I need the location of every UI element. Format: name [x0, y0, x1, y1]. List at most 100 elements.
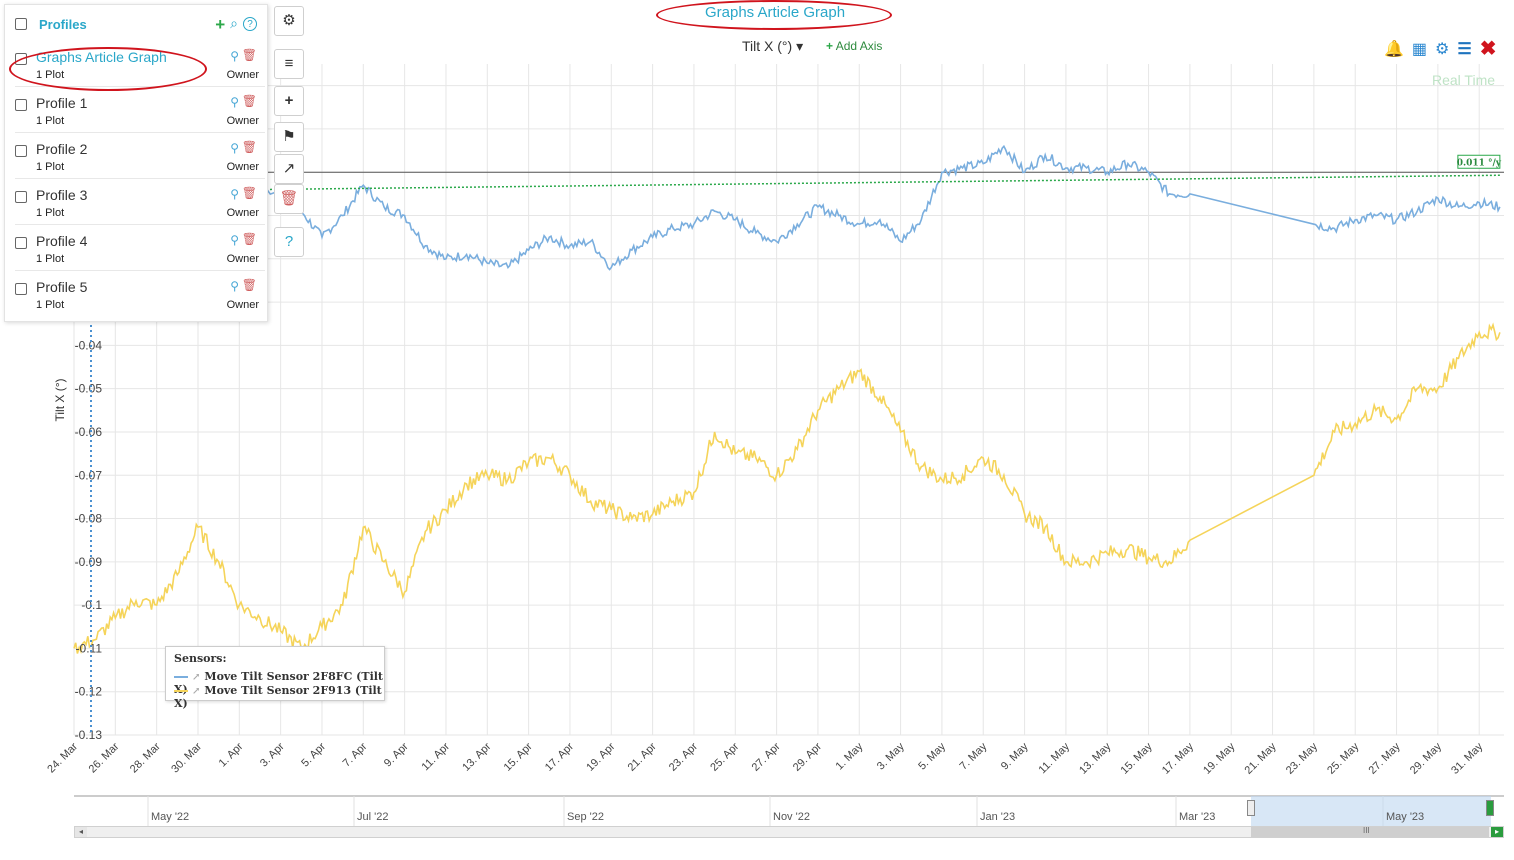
flag-icon: ⚑: [282, 128, 296, 145]
x-tick-label: 27. Apr: [750, 740, 783, 773]
table-icon[interactable]: ▦: [1411, 40, 1428, 58]
trash-icon[interactable]: 🗑: [241, 278, 257, 292]
chart-toolbar: 🔔 ▦ ⚙ ☰ ✖: [1384, 36, 1497, 61]
trash-icon[interactable]: 🗑: [241, 186, 257, 200]
search-icon[interactable]: ⌕: [230, 15, 238, 31]
profile-checkbox[interactable]: [15, 145, 27, 157]
profile-checkbox[interactable]: [15, 99, 27, 111]
zoom-icon: ≡: [284, 55, 294, 72]
profile-row[interactable]: Profile 4 1 Plot ⚲ 🗑 Owner: [15, 227, 265, 271]
x-tick-label: 31. May: [1449, 740, 1486, 777]
y-tick-label: -0.06: [75, 425, 103, 439]
flag-button[interactable]: ⚑: [274, 122, 304, 152]
share-users-icon[interactable]: ⚲: [230, 233, 239, 247]
trash-icon[interactable]: 🗑: [241, 140, 257, 154]
scroll-right-arrow[interactable]: ▸: [1491, 827, 1503, 837]
legend-title: Sensors:: [174, 652, 227, 665]
scroll-thumb[interactable]: III: [1251, 826, 1489, 837]
gear-icon[interactable]: ⚙: [1435, 40, 1450, 58]
trash-icon: 🗑: [279, 190, 299, 207]
navigator-scrollbar[interactable]: ◂ III ▸: [74, 826, 1504, 838]
x-tick-label: 17. Apr: [543, 740, 576, 773]
bell-icon[interactable]: 🔔: [1384, 40, 1404, 58]
y-tick-label: -0.11: [76, 641, 103, 655]
profile-row[interactable]: Profile 1 1 Plot ⚲ 🗑 Owner: [15, 89, 265, 133]
x-axis-ticks: 24. Mar 26. Mar 28. Mar 30. Mar 1. Apr 3. Apr…: [45, 740, 1485, 777]
legend-item[interactable]: ↗Move Tilt Sensor 2F8FC (Tilt X): [174, 670, 384, 696]
add-axis-button[interactable]: + Add Axis: [826, 39, 882, 53]
profile-checkbox[interactable]: [15, 237, 27, 249]
trend-icon: ↗: [282, 160, 296, 177]
x-tick-label: 11. May: [1036, 740, 1072, 776]
share-users-icon[interactable]: ⚲: [230, 49, 239, 63]
profiles-header-icons: + ⌕ ?: [215, 15, 257, 35]
navigator-right-handle[interactable]: [1486, 800, 1494, 816]
x-tick-label: 23. May: [1284, 740, 1321, 777]
profile-role: Owner: [226, 69, 259, 81]
trash-icon[interactable]: 🗑: [241, 48, 257, 62]
navigator-label: Jul '22: [357, 811, 389, 823]
profiles-panel: Profiles + ⌕ ? Graphs Article Graph 1 Pl…: [4, 4, 268, 322]
x-tick-label: 11. Apr: [420, 740, 453, 773]
share-users-icon[interactable]: ⚲: [230, 95, 239, 109]
y-tick-label: -0.12: [75, 685, 103, 699]
help-button[interactable]: ?: [274, 227, 304, 257]
x-tick-label: 24. Mar: [45, 740, 80, 775]
profile-plot-count: 1 Plot: [36, 299, 65, 311]
x-tick-label: 26. Mar: [87, 740, 122, 775]
share-users-icon[interactable]: ⚲: [230, 187, 239, 201]
chart-series: 0.011 °/y: [73, 144, 1502, 654]
profile-row[interactable]: Profile 5 1 Plot ⚲ 🗑 Owner: [15, 273, 265, 317]
delete-button[interactable]: 🗑: [274, 184, 304, 214]
profile-checkbox[interactable]: [15, 283, 27, 295]
x-tick-label: 28. Mar: [128, 740, 163, 775]
trend-label: 0.011 °/y: [1457, 158, 1502, 168]
profile-checkbox[interactable]: [15, 191, 27, 203]
trash-icon[interactable]: 🗑: [241, 232, 257, 246]
profile-role: Owner: [226, 299, 259, 311]
trash-icon[interactable]: 🗑: [241, 94, 257, 108]
profile-row[interactable]: Profile 2 1 Plot ⚲ 🗑 Owner: [15, 135, 265, 179]
x-tick-label: 9. May: [999, 740, 1031, 772]
navigator-label: Sep '22: [567, 811, 604, 823]
settings-button[interactable]: ⚙: [274, 6, 304, 36]
help-icon[interactable]: ?: [243, 17, 257, 31]
x-tick-label: 5. May: [916, 740, 948, 772]
navigator-label: May '22: [151, 811, 190, 823]
line-chart-icon: ↗: [192, 672, 201, 683]
profile-name[interactable]: Profile 5: [36, 279, 88, 295]
series-line-2: [73, 322, 1501, 654]
profile-name[interactable]: Profile 2: [36, 141, 88, 157]
menu-icon[interactable]: ☰: [1457, 40, 1472, 58]
scroll-left-arrow[interactable]: ◂: [75, 827, 87, 837]
navigator-left-handle[interactable]: [1247, 800, 1255, 816]
x-tick-label: 7. Apr: [341, 740, 370, 769]
zoom-filter-button[interactable]: ≡: [274, 49, 304, 79]
add-profile-icon[interactable]: +: [215, 15, 226, 34]
add-button[interactable]: +: [274, 86, 304, 116]
x-tick-label: 1. Apr: [217, 740, 246, 769]
profile-plot-count: 1 Plot: [36, 161, 65, 173]
share-users-icon[interactable]: ⚲: [230, 141, 239, 155]
y-axis-ticks: -0.04-0.05-0.06-0.07-0.08-0.09-0.1-0.11-…: [75, 338, 103, 742]
profile-role: Owner: [226, 253, 259, 265]
trend-button[interactable]: ↗: [274, 154, 304, 184]
legend-item[interactable]: ↗ Move Tilt Sensor 2F913 (Tilt X): [174, 684, 384, 710]
navigator-label: May '23: [1386, 811, 1425, 823]
title-highlight-oval: [656, 0, 892, 30]
share-users-icon[interactable]: ⚲: [230, 279, 239, 293]
navigator-selected-range[interactable]: [1251, 796, 1491, 826]
close-icon[interactable]: ✖: [1479, 38, 1497, 60]
series-line-1: [73, 144, 1501, 271]
profile-row[interactable]: Profile 3 1 Plot ⚲ 🗑 Owner: [15, 181, 265, 225]
x-tick-label: 30. Mar: [169, 740, 204, 775]
profile-name[interactable]: Profile 1: [36, 95, 88, 111]
realtime-label[interactable]: Real Time: [1432, 72, 1496, 88]
profile-name[interactable]: Profile 3: [36, 187, 88, 203]
select-all-checkbox[interactable]: [15, 18, 27, 30]
axis-selector[interactable]: Tilt X (°) ▾: [742, 38, 803, 55]
x-tick-label: 13. May: [1077, 740, 1114, 777]
profile-name[interactable]: Profile 4: [36, 233, 88, 249]
x-tick-label: 3. Apr: [258, 740, 287, 769]
